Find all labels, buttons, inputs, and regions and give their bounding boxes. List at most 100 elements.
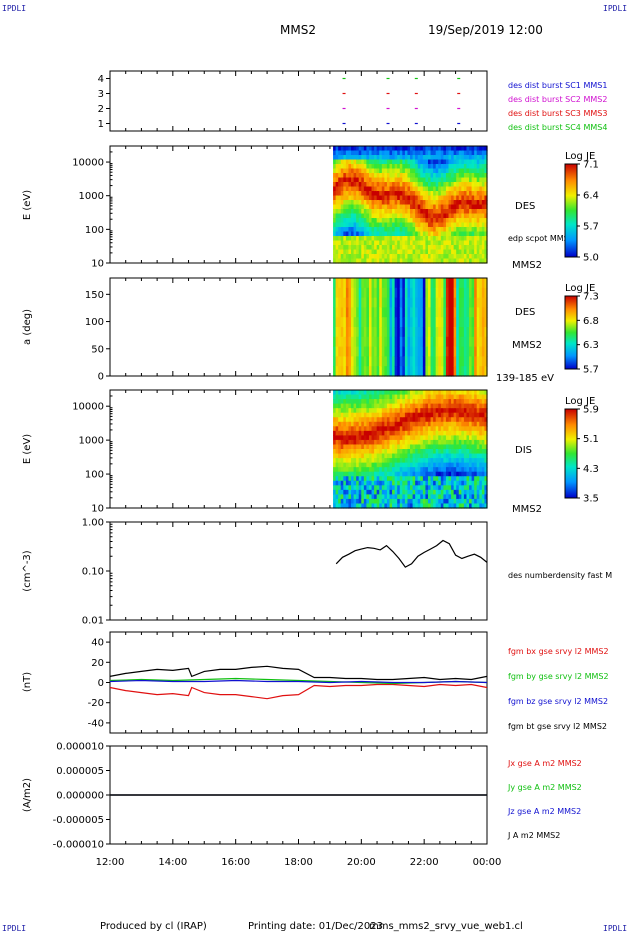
dis-energy-cell bbox=[351, 471, 355, 477]
des-energy-cell bbox=[397, 245, 401, 251]
des-pitch-cell bbox=[451, 307, 455, 318]
des-pitch-cell bbox=[476, 346, 480, 357]
des-energy-cell bbox=[456, 150, 460, 156]
dis-energy-cell bbox=[407, 476, 411, 482]
dis-energy-cell bbox=[392, 412, 396, 418]
dis-energy-cell bbox=[443, 430, 447, 436]
dis-energy-cell bbox=[466, 449, 470, 455]
des-energy-cell bbox=[451, 222, 455, 228]
des-energy-cell bbox=[471, 173, 475, 179]
des-energy-cell bbox=[474, 222, 478, 228]
des-pitch-cell bbox=[394, 297, 398, 308]
des-energy-cell bbox=[479, 155, 483, 161]
des-pitch-cell bbox=[366, 356, 370, 367]
des-pitch-cell bbox=[456, 297, 460, 308]
des-energy-cell bbox=[476, 209, 480, 215]
des-pitch-cell bbox=[386, 307, 391, 318]
dis-energy-cell bbox=[479, 412, 483, 418]
dis-energy-cell bbox=[399, 430, 403, 436]
dis-energy-cell bbox=[445, 417, 450, 423]
des-pitch-y-tick-label: 100 bbox=[85, 317, 104, 328]
des-energy-cell bbox=[358, 146, 362, 152]
des-energy-cell bbox=[425, 146, 429, 152]
dis-energy-cell bbox=[404, 403, 409, 409]
des-energy-cell bbox=[353, 258, 357, 264]
des-energy-cell bbox=[469, 245, 473, 251]
des-energy-cell bbox=[368, 227, 373, 233]
des-energy-cell bbox=[420, 240, 424, 246]
dis-energy-cell bbox=[371, 462, 375, 468]
dis-energy-cell bbox=[445, 467, 450, 473]
des-energy-cell bbox=[361, 200, 365, 206]
des-energy-cell bbox=[335, 195, 339, 201]
dis-energy-cell bbox=[481, 458, 486, 464]
des-pitch-cell bbox=[374, 297, 378, 308]
dis-energy-cell bbox=[379, 462, 383, 468]
des-energy-cell bbox=[435, 164, 439, 170]
dis-energy-cell bbox=[456, 421, 460, 427]
dis-energy-cell bbox=[356, 471, 360, 477]
dis-energy-cell bbox=[361, 421, 365, 427]
dis-energy-cell bbox=[376, 403, 380, 409]
des-energy-cell bbox=[430, 209, 434, 215]
des-energy-cell bbox=[479, 254, 483, 260]
dis-energy-cell bbox=[356, 417, 360, 423]
des-energy-cell bbox=[440, 227, 444, 233]
dis-energy-cell bbox=[351, 426, 355, 432]
density-series-0 bbox=[335, 539, 488, 568]
des-pitch-cell bbox=[361, 317, 365, 328]
des-energy-cell bbox=[389, 150, 393, 156]
dis-energy-cell bbox=[425, 412, 429, 418]
dis-energy-cell bbox=[351, 476, 355, 482]
dis-energy-cell bbox=[425, 408, 429, 414]
des-energy-cell bbox=[481, 254, 486, 260]
dis-energy-cell bbox=[404, 430, 409, 436]
dis-energy-cell bbox=[407, 480, 411, 486]
des-energy-cell bbox=[433, 200, 437, 206]
dis-energy-cell bbox=[345, 421, 350, 427]
dis-energy-cell bbox=[463, 480, 468, 486]
des-energy-cell bbox=[348, 182, 352, 188]
des-pitch-cell bbox=[376, 327, 380, 338]
dis-energy-spectrogram bbox=[333, 390, 488, 509]
des-pitch-cell bbox=[389, 297, 393, 308]
des-energy-cell bbox=[389, 218, 393, 224]
dis-energy-cell bbox=[469, 390, 473, 396]
des-pitch-cell bbox=[368, 278, 373, 289]
des-energy-cell bbox=[356, 227, 360, 233]
des-energy-cell bbox=[374, 173, 378, 179]
dis-energy-cell bbox=[427, 498, 432, 505]
des-energy-cell bbox=[397, 236, 401, 242]
des-pitch-cell bbox=[422, 336, 427, 348]
des-energy-cell bbox=[445, 213, 450, 219]
des-energy-cell bbox=[433, 236, 437, 242]
dis-energy-cell bbox=[420, 449, 424, 455]
des-energy-cell bbox=[458, 186, 462, 192]
dis-energy-cell bbox=[335, 498, 339, 505]
des-energy-cell bbox=[461, 231, 465, 237]
dis-energy-cell bbox=[368, 503, 373, 509]
dis-energy-cell bbox=[376, 435, 380, 441]
des-energy-cell bbox=[430, 240, 434, 246]
dis-energy-cell bbox=[435, 458, 439, 464]
des-pitch-cell bbox=[394, 356, 398, 367]
current-legend-entry: Jx gse A m2 MMS2 bbox=[507, 759, 582, 768]
dis-energy-cell bbox=[374, 390, 378, 396]
des-pitch-cell bbox=[389, 307, 393, 318]
des-pitch-cell bbox=[366, 287, 370, 299]
des-energy-cell bbox=[351, 227, 355, 233]
des-energy-cell bbox=[425, 204, 429, 210]
dis-energy-cell bbox=[335, 458, 339, 464]
dis-energy-cell bbox=[420, 480, 424, 486]
des-energy-cell bbox=[381, 240, 385, 246]
des-energy-cell bbox=[379, 168, 383, 174]
dis-energy-cell bbox=[399, 494, 403, 500]
dis-energy-cell bbox=[415, 430, 419, 436]
des-energy-cell bbox=[471, 222, 475, 228]
dis-energy-cell bbox=[456, 403, 460, 409]
dis-energy-cell bbox=[415, 421, 419, 427]
dis-energy-cell bbox=[484, 421, 488, 427]
des-energy-cell bbox=[476, 200, 480, 206]
des-energy-cell bbox=[338, 164, 342, 170]
dis-energy-cell bbox=[420, 417, 424, 423]
